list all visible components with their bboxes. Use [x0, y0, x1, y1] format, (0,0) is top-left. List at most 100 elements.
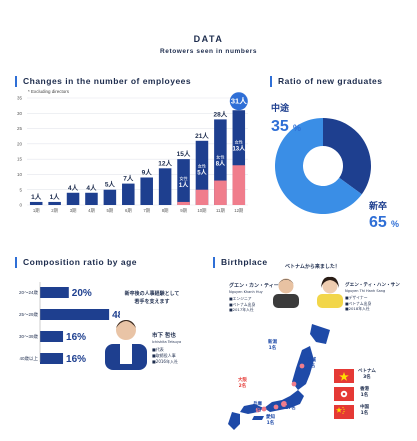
new-grad-label: 新卒 [369, 200, 387, 211]
age-bar [40, 353, 64, 364]
bar-value-label: 21人 [195, 131, 209, 140]
women-label: 女性 [198, 163, 206, 170]
age-row: 25～29歳 48% [19, 309, 120, 321]
bar-value-label: 7人 [123, 174, 134, 183]
y-tick-label: 35 [17, 96, 23, 101]
bar-value-label: 28人 [214, 109, 228, 118]
employee-bar: 12人 [158, 158, 172, 205]
person1-roman: Nguyen Khanh Huy [229, 290, 263, 294]
person2-card: グエン・ティ・ハン・サン Nguyen Thi Hanh Sang ■デザイナー… [345, 283, 400, 311]
age-value: 16% [66, 354, 86, 365]
graduates-chart: 中途 35 % 新卒 65% [271, 102, 399, 231]
age-row: 40歳以上 16% [19, 353, 86, 365]
y-tick-label: 5 [19, 187, 22, 192]
highlight-badge [229, 92, 248, 111]
mid-career-pct: % [293, 123, 301, 133]
age-label: 25～29歳 [19, 311, 39, 317]
person2-name: グエン・ティ・ハン・サン [345, 283, 400, 288]
new-grad-value: 65 [369, 214, 387, 231]
mid-career-label: 中途 [271, 102, 290, 113]
employee-bar: 4人 [85, 183, 98, 205]
age-value: 16% [66, 332, 86, 343]
bar-total [85, 192, 98, 205]
bar-value-label: 12人 [158, 158, 172, 167]
new-grad-pct: % [391, 219, 399, 229]
bar-total [195, 140, 209, 205]
age-title: Composition ratio by age [15, 257, 137, 268]
page-subtitle: Retowers seen in numbers [159, 48, 258, 55]
bar-value-label: 4人 [86, 183, 97, 192]
employee-bar: 9人 [140, 167, 153, 205]
china-flag-icon [334, 405, 354, 419]
bar-total [48, 201, 61, 205]
age-value: 20% [72, 288, 92, 299]
y-tick-label: 20 [17, 141, 23, 146]
bar-women [214, 180, 227, 205]
age-label: 20～24歳 [19, 289, 39, 295]
bar-value-label: 5人 [105, 180, 116, 189]
person-name: 市下 哲也 [152, 333, 176, 339]
bar-total [29, 201, 43, 205]
bar-value-label: 1人 [31, 192, 42, 201]
country-vietnam: ベトナム 3名 [358, 369, 376, 380]
vietnam-flag-icon [334, 369, 354, 383]
age-value: 48% [112, 310, 120, 321]
person1-photo [273, 278, 299, 308]
y-tick-label: 10 [17, 172, 23, 177]
bar-total [103, 189, 117, 205]
women-label: 女性 [216, 154, 224, 161]
age-bar [40, 331, 64, 342]
x-tick-label: 5期 [107, 208, 114, 214]
employees-note: * Excluding directors [28, 89, 70, 94]
women-value: 13人 [232, 144, 246, 152]
age-quote: 新卒後の人事経験として 若手を支えます [124, 291, 180, 305]
age-label: 30～39歳 [19, 333, 39, 339]
bar-total [140, 177, 153, 205]
bar-total [158, 168, 172, 205]
page-header: DATA Retowers seen in numbers [0, 34, 417, 55]
women-label: 女性 [179, 175, 187, 182]
map-label-osaka: 大阪 2名 [238, 378, 247, 389]
country-china: 中国 1名 [360, 405, 369, 416]
women-value: 5人 [197, 169, 207, 177]
women-value: 8人 [216, 160, 226, 168]
x-tick-label: 2期 [51, 208, 58, 214]
map-label-hyogo: 兵庫 1名 [253, 402, 262, 413]
women-label: 女性 [235, 138, 243, 145]
women-value: 1人 [179, 181, 189, 189]
bar-value-label: 9人 [142, 167, 153, 176]
x-tick-label: 1期 [33, 208, 40, 214]
employee-bar: 1人 [29, 192, 43, 205]
age-bar [40, 287, 69, 298]
x-tick-label: 3期 [70, 208, 77, 214]
age-label: 40歳以上 [19, 355, 38, 361]
employee-bar: 5人 [103, 180, 117, 205]
bar-value-label: 1人 [50, 192, 61, 201]
employees-chart: 0 5 10 15 20 25 30 35 1人 1期 1人 2期 4人 3期 4人 4期 5人 5期 7人 6期 9人… [17, 92, 248, 214]
x-tick-label: 7期 [143, 208, 150, 214]
bar-total [177, 159, 190, 205]
person-card: 市下 哲也 Ichishita Tetsuya ■代表 ■取締役人事 ■2016… [152, 333, 182, 364]
map-label-miyagi: 宮城 1名 [307, 358, 316, 369]
y-tick-label: 15 [17, 157, 23, 162]
mid-career-value: 35 [271, 118, 289, 135]
pie-slice [275, 118, 362, 214]
x-tick-label: 6期 [125, 208, 132, 214]
x-tick-label: 4期 [88, 208, 95, 214]
y-tick-label: 30 [17, 111, 23, 116]
person2-photo [317, 276, 343, 308]
japan-map [228, 324, 330, 430]
map-label-aichi: 愛知 1名 [266, 415, 275, 426]
employee-bar: 1人 [48, 192, 61, 205]
person1-name: グエン・カン・ティー [229, 283, 279, 289]
person-roman: Ichishita Tetsuya [152, 340, 182, 344]
graduates-title: Ratio of new graduates [270, 76, 383, 87]
person-photo [105, 320, 147, 370]
age-chart: 20～24歳 20% 25～29歳 48% 30～39歳 16% 40歳以上 16% [19, 282, 120, 365]
bar-women [177, 201, 190, 205]
employee-bar: 7人 [122, 174, 135, 205]
map-label-tokyo: 東京 17名 [285, 400, 296, 411]
